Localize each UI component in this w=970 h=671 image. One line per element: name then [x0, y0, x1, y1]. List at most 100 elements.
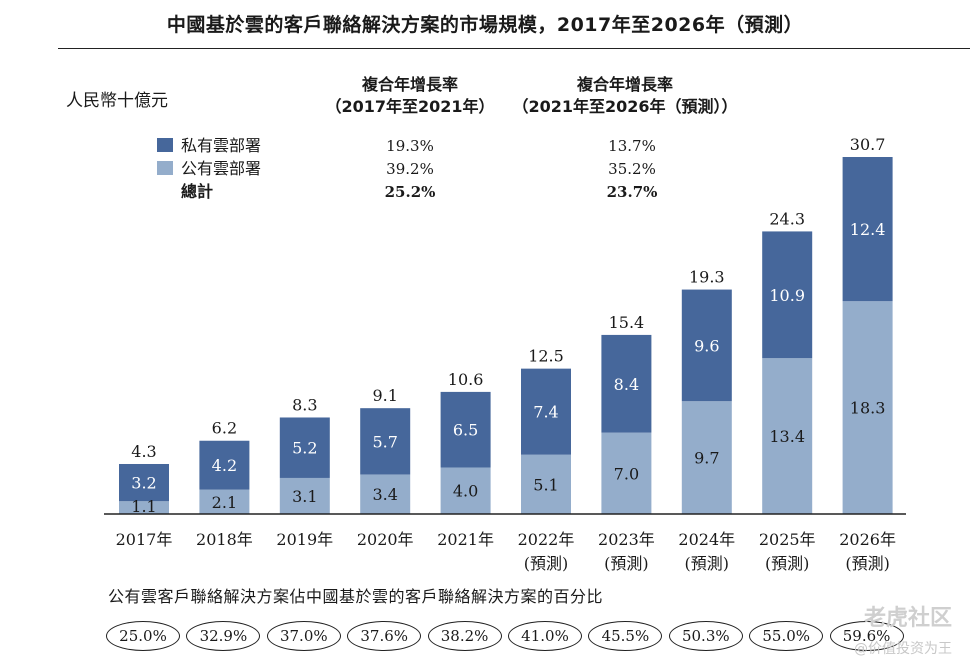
label-total-3: 9.1: [372, 386, 397, 405]
label-private-4: 6.5: [453, 421, 478, 440]
legend-label-public: 公有雲部署: [181, 159, 262, 178]
label-public-9: 18.3: [850, 399, 886, 418]
share-value-7: 50.3%: [668, 621, 743, 651]
bar-private-7: [681, 289, 732, 402]
cagr-header-2-period: （2021年至2026年（預測））: [512, 97, 738, 116]
title-rule: [58, 48, 970, 49]
bar-private-0: [119, 463, 169, 502]
bar-public-5: [521, 454, 571, 514]
label-total-5: 12.5: [528, 347, 564, 366]
watermark: 老虎社区 @价值投资为王: [854, 600, 952, 658]
label-total-2: 8.3: [292, 395, 317, 414]
cagr-total-2021-2026: 23.7%: [606, 183, 658, 201]
bar-private-8: [762, 231, 813, 359]
legend-private: 私有雲部署: [157, 135, 261, 157]
cagr-private-2017-2021: 19.3%: [386, 137, 434, 155]
legend-swatch-private: [157, 138, 173, 152]
label-public-6: 7.0: [614, 464, 639, 483]
cagr-public-2021-2026: 35.2%: [608, 160, 656, 178]
label-private-8: 10.9: [769, 286, 805, 305]
label-total-6: 15.4: [609, 313, 645, 332]
share-value-8: 55.0%: [749, 621, 824, 651]
cagr-private-2021-2026: 13.7%: [608, 137, 656, 155]
bar-public-7: [681, 401, 732, 514]
share-value-9: 59.6%: [829, 621, 904, 651]
bar-public-9: [842, 301, 893, 514]
share-value-5: 41.0%: [508, 621, 582, 651]
unit-label: 人民幣十億元: [66, 91, 168, 111]
label-private-7: 9.6: [694, 336, 719, 355]
label-public-5: 5.1: [533, 475, 558, 494]
label-public-2: 3.1: [292, 487, 317, 506]
x-tick-7: 2024年: [678, 530, 735, 549]
bar-private-4: [440, 391, 491, 468]
bar-public-8: [762, 358, 813, 514]
share-value-4: 38.2%: [427, 621, 502, 651]
legend-total: 總計: [181, 182, 214, 201]
legend-swatch-public: [157, 161, 173, 175]
bar-public-1: [199, 489, 250, 514]
cagr-header-1-line1: 複合年增長率: [361, 75, 458, 94]
x-tick-5: 2022年: [518, 530, 575, 549]
label-total-7: 19.3: [689, 268, 725, 287]
share-value-3: 37.6%: [347, 621, 422, 651]
share-value-2: 37.0%: [266, 621, 341, 651]
label-private-9: 12.4: [850, 220, 886, 239]
label-total-1: 6.2: [212, 419, 237, 438]
watermark-logo: 老虎社区: [863, 606, 952, 631]
label-total-8: 24.3: [769, 209, 805, 228]
label-public-7: 9.7: [694, 449, 719, 468]
label-private-5: 7.4: [533, 403, 558, 422]
label-public-1: 2.1: [212, 493, 237, 512]
label-public-3: 3.4: [372, 485, 397, 504]
bar-private-5: [521, 368, 571, 455]
label-private-2: 5.2: [292, 439, 317, 458]
share-value-0: 25.0%: [106, 621, 180, 651]
cagr-header-1-period: （2017年至2021年）: [325, 97, 495, 116]
bar-private-2: [279, 417, 330, 478]
x-tick-4: 2021年: [437, 530, 494, 549]
x-tick-2: 2019年: [276, 530, 333, 549]
label-private-3: 5.7: [372, 432, 397, 451]
label-private-6: 8.4: [614, 375, 639, 394]
x-tick-6: 2023年: [598, 530, 655, 549]
x-tick-8: 2025年: [759, 530, 816, 549]
cagr-header-2: 複合年增長率 （2021年至2026年（預測））: [505, 74, 745, 118]
label-private-0: 3.2: [131, 474, 156, 493]
share-value-1: 32.9%: [186, 621, 261, 651]
watermark-handle: @价值投资为王: [854, 641, 952, 657]
bar-public-6: [601, 432, 652, 514]
x-tick-1: 2018年: [196, 530, 253, 549]
x-tick-5-b: (預測): [524, 554, 569, 573]
x-tick-7-b: (預測): [685, 554, 730, 573]
label-total-0: 4.3: [131, 442, 156, 461]
share-value-6: 45.5%: [588, 621, 663, 651]
x-tick-3: 2020年: [357, 530, 414, 549]
legend-label-private: 私有雲部署: [181, 136, 262, 155]
cagr-header-2-line1: 複合年增長率: [576, 75, 673, 94]
cagr-public-2017-2021: 39.2%: [386, 160, 434, 178]
x-tick-0: 2017年: [116, 530, 173, 549]
bar-public-0: [119, 501, 169, 514]
label-public-8: 13.4: [769, 427, 805, 446]
x-tick-8-b: (預測): [765, 554, 810, 573]
bar-public-3: [360, 474, 411, 514]
label-private-1: 4.2: [212, 456, 237, 475]
label-public-4: 4.0: [453, 482, 478, 501]
bar-private-9: [842, 157, 893, 302]
cagr-total-2017-2021: 25.2%: [384, 183, 436, 201]
bar-private-6: [601, 334, 652, 433]
x-tick-9-b: (預測): [845, 554, 890, 573]
cagr-header-1: 複合年增長率 （2017年至2021年）: [320, 74, 500, 118]
legend-public: 公有雲部署: [157, 158, 261, 180]
bar-public-4: [440, 467, 491, 514]
label-total-9: 30.7: [850, 135, 886, 154]
label-public-0: 1.1: [131, 497, 156, 516]
bar-private-3: [360, 408, 411, 475]
x-tick-9: 2026年: [839, 530, 896, 549]
label-total-4: 10.6: [448, 370, 484, 389]
share-caption: 公有雲客戶聯絡解決方案佔中國基於雲的客戶聯絡解決方案的百分比: [108, 587, 604, 606]
x-tick-6-b: (預測): [604, 554, 649, 573]
bar-public-2: [279, 477, 330, 514]
